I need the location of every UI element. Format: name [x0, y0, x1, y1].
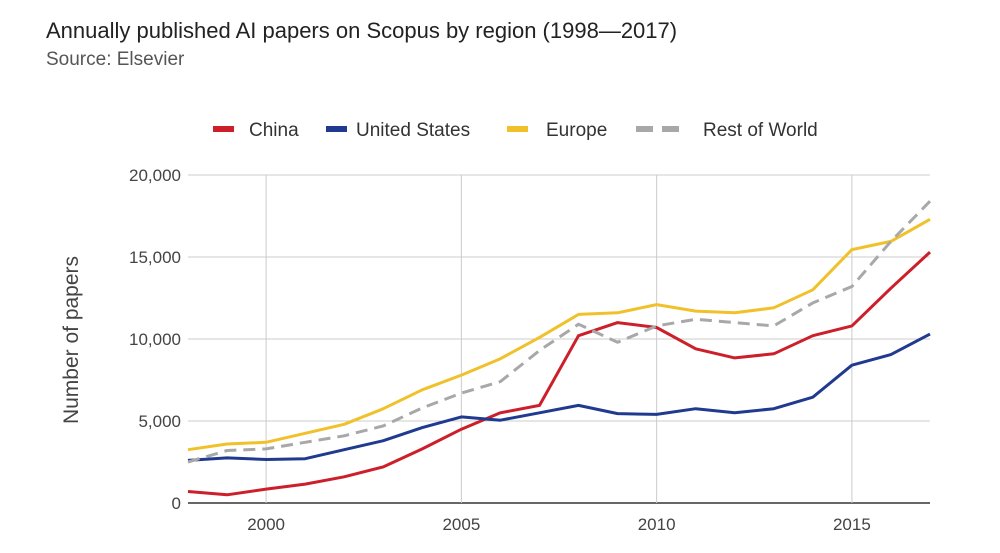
- x-tick-label: 2005: [442, 515, 480, 534]
- y-tick-label: 20,000: [129, 166, 181, 185]
- legend: China United States Europe Rest of World: [213, 120, 818, 141]
- chart-title: Annually published AI papers on Scopus b…: [46, 18, 678, 43]
- legend-label: China: [249, 120, 299, 141]
- series-line-europe: [187, 217, 931, 452]
- series-line-china: [187, 250, 932, 497]
- x-tick-label: 2000: [247, 515, 285, 534]
- y-tick-label: 0: [172, 494, 181, 513]
- y-axis-label: Number of papers: [60, 256, 83, 424]
- legend-label: United States: [356, 120, 470, 141]
- series-line-rest-of-world: [187, 200, 932, 464]
- series-lines: [187, 200, 932, 497]
- x-axis-ticks: 2000 2005 2010 2015: [247, 515, 871, 534]
- legend-label: Rest of World: [703, 120, 818, 141]
- y-axis-ticks: 0 5,000 10,000 15,000 20,000: [129, 166, 181, 513]
- legend-label: Europe: [546, 120, 607, 141]
- x-tick-label: 2010: [638, 515, 676, 534]
- chart-subtitle: Source: Elsevier: [46, 49, 185, 70]
- series-line-united-states: [187, 332, 931, 462]
- y-tick-label: 5,000: [138, 412, 181, 431]
- x-tick-label: 2015: [833, 515, 871, 534]
- y-tick-label: 10,000: [129, 330, 181, 349]
- y-tick-label: 15,000: [129, 248, 181, 267]
- grid: [188, 174, 930, 504]
